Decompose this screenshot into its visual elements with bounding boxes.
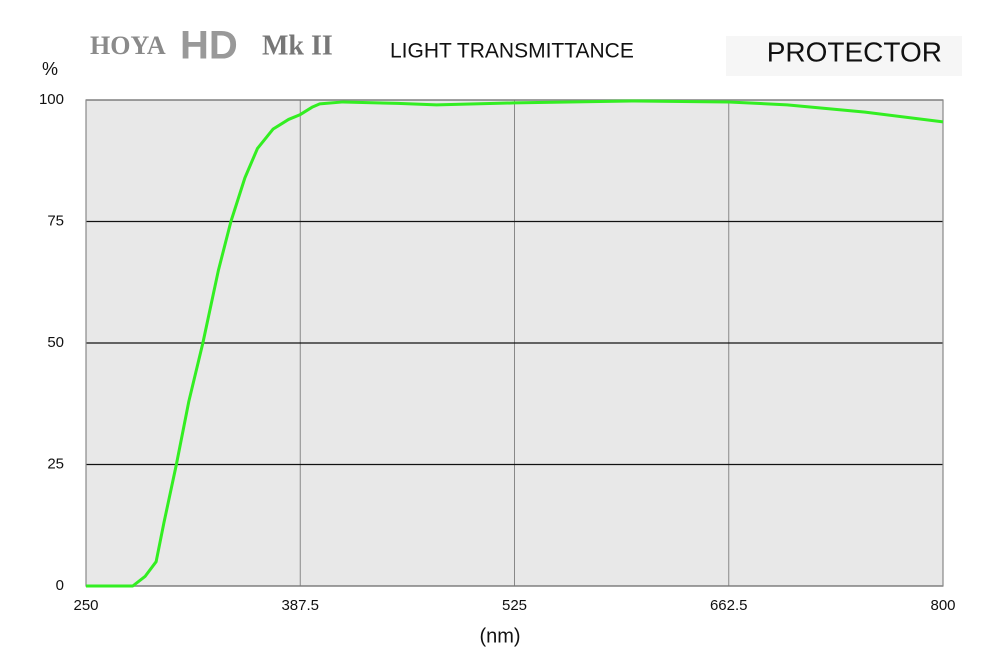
x-tick-label: 800 bbox=[930, 597, 955, 614]
x-tick-label: 250 bbox=[73, 597, 98, 614]
y-axis-label: % bbox=[42, 59, 58, 79]
logo-brand: HOYA bbox=[90, 31, 166, 60]
y-tick-label: 0 bbox=[56, 577, 64, 594]
x-tick-label: 525 bbox=[502, 597, 527, 614]
x-tick-label: 387.5 bbox=[281, 597, 319, 614]
logo-product: HD bbox=[180, 24, 238, 68]
y-tick-label: 100 bbox=[39, 91, 64, 108]
y-tick-label: 50 bbox=[47, 334, 64, 351]
x-axis-label: (nm) bbox=[479, 625, 520, 647]
transmittance-line bbox=[86, 99, 944, 588]
x-tick-label: 662.5 bbox=[710, 597, 748, 614]
logo-model: Mk II bbox=[262, 30, 333, 61]
subtitle-badge bbox=[726, 36, 962, 76]
y-tick-label: 25 bbox=[47, 455, 64, 472]
chart-subtitle: PROTECTOR bbox=[767, 36, 942, 67]
chart-title: LIGHT TRANSMITTANCE bbox=[390, 40, 634, 63]
y-tick-label: 75 bbox=[47, 212, 64, 229]
plot-border bbox=[85, 99, 944, 587]
